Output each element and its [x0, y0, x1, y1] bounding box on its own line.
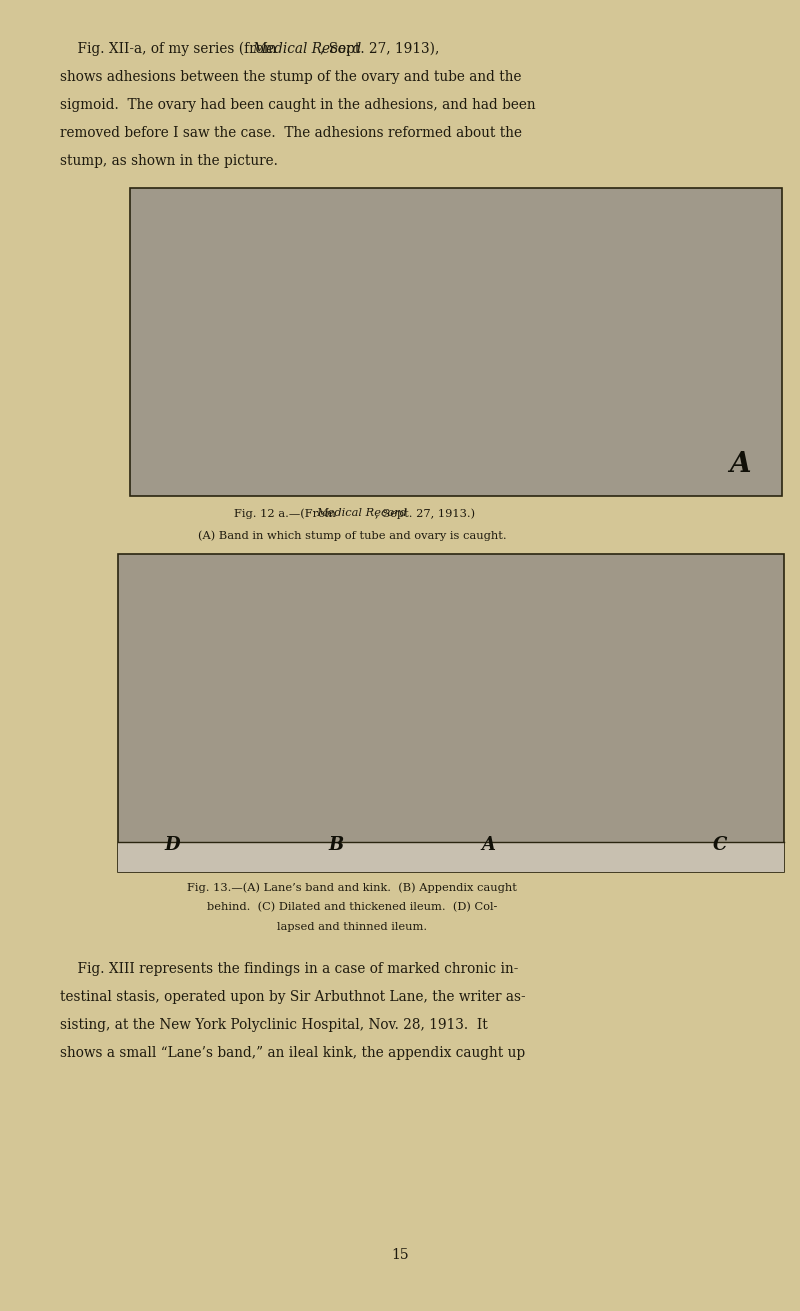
Bar — [118, 555, 784, 872]
Bar — [118, 842, 784, 872]
Text: B: B — [328, 836, 344, 853]
Text: removed before I saw the case.  The adhesions reformed about the: removed before I saw the case. The adhes… — [60, 126, 522, 140]
Text: stump, as shown in the picture.: stump, as shown in the picture. — [60, 153, 278, 168]
Text: shows a small “Lane’s band,” an ileal kink, the appendix caught up: shows a small “Lane’s band,” an ileal ki… — [60, 1046, 525, 1061]
Text: testinal stasis, operated upon by Sir Arbuthnot Lane, the writer as-: testinal stasis, operated upon by Sir Ar… — [60, 990, 526, 1004]
Text: sisting, at the New York Polyclinic Hospital, Nov. 28, 1913.  It: sisting, at the New York Polyclinic Hosp… — [60, 1019, 488, 1032]
Text: 15: 15 — [391, 1248, 409, 1262]
Text: lapsed and thinned ileum.: lapsed and thinned ileum. — [277, 922, 427, 932]
Text: Medical Record: Medical Record — [316, 507, 407, 518]
Text: Fig. 13.—(A) Lane’s band and kink.  (B) Appendix caught: Fig. 13.—(A) Lane’s band and kink. (B) A… — [187, 882, 517, 893]
Text: behind.  (C) Dilated and thickened ileum.  (D) Col-: behind. (C) Dilated and thickened ileum.… — [207, 902, 497, 912]
Text: (A) Band in which stump of tube and ovary is caught.: (A) Band in which stump of tube and ovar… — [198, 530, 506, 540]
Text: C: C — [713, 836, 727, 853]
Text: Medical Record: Medical Record — [253, 42, 362, 56]
Text: , Sept. 27, 1913),: , Sept. 27, 1913), — [320, 42, 440, 56]
Text: Fig. XII-a, of my series (from: Fig. XII-a, of my series (from — [60, 42, 281, 56]
Text: Fig. 12 a.—(From: Fig. 12 a.—(From — [234, 507, 340, 519]
Text: sigmoid.  The ovary had been caught in the adhesions, and had been: sigmoid. The ovary had been caught in th… — [60, 98, 536, 111]
Text: shows adhesions between the stump of the ovary and tube and the: shows adhesions between the stump of the… — [60, 69, 522, 84]
Text: A: A — [481, 836, 495, 853]
Text: , Sept. 27, 1913.): , Sept. 27, 1913.) — [375, 507, 475, 519]
Bar — [130, 187, 782, 496]
Text: A: A — [730, 451, 750, 479]
Text: D: D — [164, 836, 180, 853]
Text: Fig. XIII represents the findings in a case of marked chronic in-: Fig. XIII represents the findings in a c… — [60, 962, 518, 975]
